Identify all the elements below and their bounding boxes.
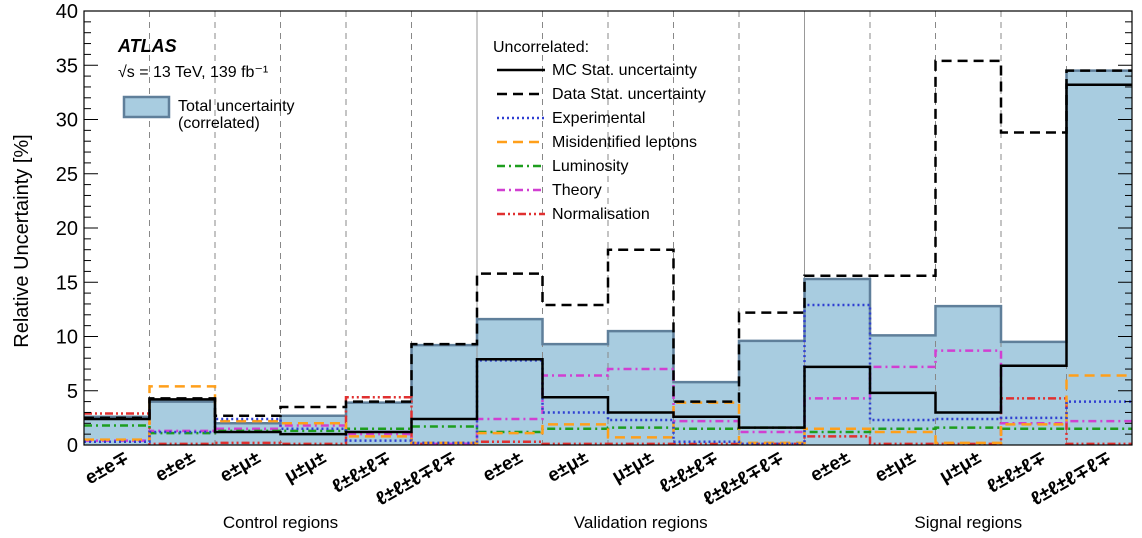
total-bar-5 xyxy=(411,345,477,445)
y-tick-label-40: 40 xyxy=(56,1,78,23)
series-line-mc-stat-uncertainty xyxy=(84,83,1132,436)
legend-total-label-line2: (correlated) xyxy=(178,115,260,132)
total-bar-11 xyxy=(804,278,870,445)
y-tick-label-10: 10 xyxy=(56,327,78,349)
y-tick-label-15: 15 xyxy=(56,272,78,294)
x-category-label-11: e±e± xyxy=(807,447,854,486)
total-bar-13 xyxy=(935,306,1001,445)
series-line-luminosity xyxy=(84,424,1132,435)
energy-lumi-label: √s = 13 TeV, 139 fb⁻¹ xyxy=(118,64,268,81)
group-label-signal-regions: Signal regions xyxy=(914,513,1022,532)
series-lines-layer xyxy=(84,59,1132,446)
x-category-label-6: e±e± xyxy=(479,447,526,486)
total-uncertainty-outline xyxy=(84,69,1132,425)
y-tick-label-5: 5 xyxy=(67,381,78,403)
total-bar-8 xyxy=(608,331,674,445)
legend-entries: MC Stat. uncertainty Data Stat. uncertain… xyxy=(497,62,706,223)
y-tick-label-20: 20 xyxy=(56,218,78,240)
series-line-experimental xyxy=(84,303,1132,446)
y-tick-label-0: 0 xyxy=(67,435,78,457)
total-bar-1 xyxy=(149,401,215,445)
x-category-label-0: e±e∓ xyxy=(82,447,134,489)
group-label-control-regions: Control regions xyxy=(223,513,338,532)
legend-label-normalisation: Normalisation xyxy=(552,206,650,223)
y-tick-label-30: 30 xyxy=(56,110,78,132)
x-category-label-13: μ±μ± xyxy=(936,447,985,487)
legend-label-data-stat-uncertainty: Data Stat. uncertainty xyxy=(552,86,706,103)
total-bar-12 xyxy=(870,335,936,445)
x-category-label-8: μ±μ± xyxy=(609,447,658,487)
atlas-label: ATLAS xyxy=(117,36,177,56)
legend-total-label-line1: Total uncertainty xyxy=(178,98,295,115)
total-bar-4 xyxy=(346,402,412,445)
series-line-data-stat-uncertainty xyxy=(84,59,1132,420)
x-category-label-3: μ±μ± xyxy=(281,447,330,487)
x-category-label-1: e±e± xyxy=(152,447,199,486)
total-bar-15 xyxy=(1066,70,1132,446)
legend-total-swatch xyxy=(122,95,171,119)
legend-label-experimental: Experimental xyxy=(552,110,645,127)
total-bar-10 xyxy=(739,340,805,445)
y-tick-label-25: 25 xyxy=(56,164,78,186)
legend-label-luminosity: Luminosity xyxy=(552,158,628,175)
legend-uncorrelated-title: Uncorrelated: xyxy=(493,39,589,56)
legend-label-theory: Theory xyxy=(552,182,602,199)
series-line-theory xyxy=(84,349,1132,446)
x-category-label-7: e±μ± xyxy=(544,447,592,487)
series-line-misidentified-leptons xyxy=(84,374,1132,445)
x-category-label-2: e±μ± xyxy=(216,447,264,487)
axes-layer xyxy=(83,10,1133,446)
group-label-validation-regions: Validation regions xyxy=(574,513,708,532)
total-bar-9 xyxy=(673,382,739,445)
x-category-label-12: e±μ± xyxy=(871,447,919,487)
y-tick-label-35: 35 xyxy=(56,55,78,77)
total-fill-layer xyxy=(84,70,1132,446)
total-bar-6 xyxy=(477,319,543,445)
y-axis-label: Relative Uncertainty [%] xyxy=(11,134,33,347)
legend-label-mc-stat-uncertainty: MC Stat. uncertainty xyxy=(552,62,697,79)
legend-label-misidentified-leptons: Misidentified leptons xyxy=(552,134,697,151)
